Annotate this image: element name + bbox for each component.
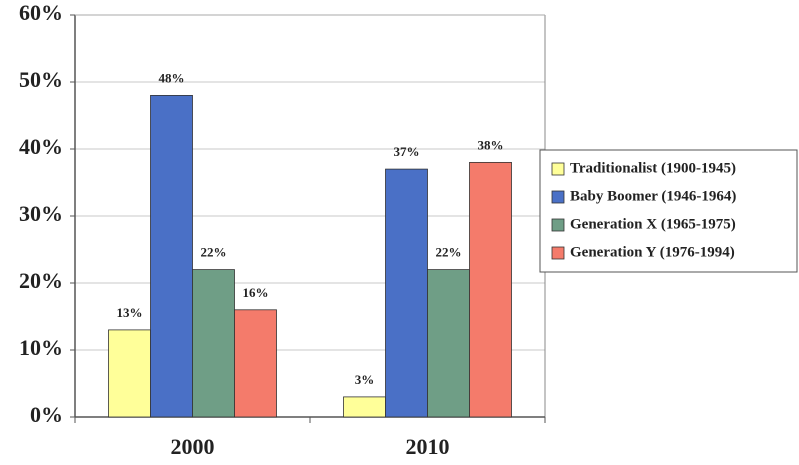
- legend-label: Baby Boomer (1946-1964): [570, 188, 736, 204]
- value-label: 22%: [201, 245, 227, 260]
- bar: [150, 95, 193, 418]
- legend-swatch: [551, 162, 565, 176]
- bar: [343, 396, 386, 418]
- legend-label: Traditionalist (1900-1945): [570, 160, 736, 176]
- y-tick-label: 50%: [19, 67, 63, 92]
- value-label: 48%: [159, 70, 185, 85]
- value-label: 38%: [478, 137, 504, 152]
- value-label: 22%: [436, 245, 462, 260]
- y-tick-label: 40%: [19, 134, 63, 159]
- y-tick-label: 10%: [19, 335, 63, 360]
- value-label: 3%: [355, 372, 375, 387]
- bar: [427, 269, 470, 418]
- legend-label: Generation Y (1976-1994): [570, 244, 735, 260]
- y-tick-label: 0%: [30, 402, 63, 427]
- x-tick-label: 2000: [171, 434, 215, 459]
- bar: [385, 168, 428, 418]
- bar: [108, 329, 151, 418]
- legend-label: Generation X (1965-1975): [570, 216, 736, 232]
- value-label: 37%: [394, 144, 420, 159]
- bar: [234, 309, 277, 418]
- legend-box: [539, 149, 798, 273]
- legend-swatch: [551, 218, 565, 232]
- value-label: 16%: [243, 285, 269, 300]
- x-tick-label: 2010: [406, 434, 450, 459]
- value-label: 13%: [117, 305, 143, 320]
- y-tick-label: 20%: [19, 268, 63, 293]
- legend-swatch: [551, 190, 565, 204]
- legend-swatch: [551, 246, 565, 260]
- bar: [192, 269, 235, 418]
- y-tick-label: 30%: [19, 201, 63, 226]
- bar: [469, 161, 512, 418]
- y-tick-label: 60%: [19, 0, 63, 25]
